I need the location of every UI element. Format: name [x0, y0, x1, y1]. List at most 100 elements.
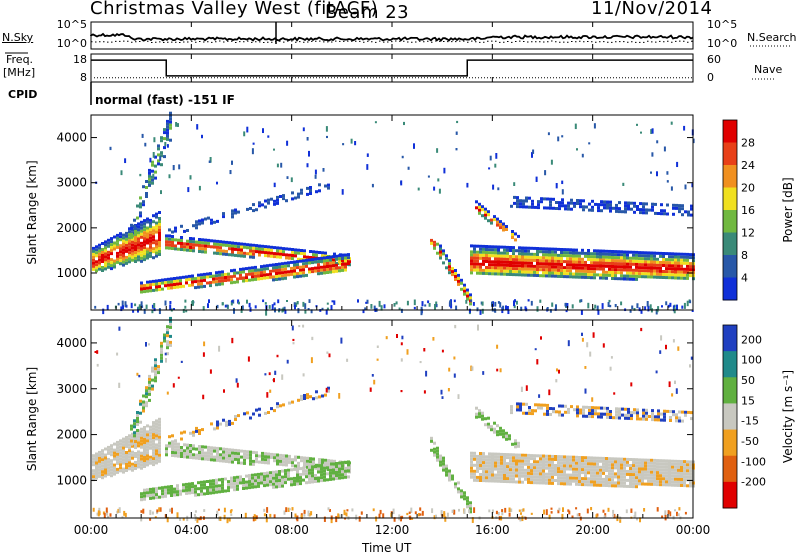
power-band-evening [602, 261, 605, 265]
power-band-dawn [116, 260, 119, 264]
power-band-evening [671, 261, 674, 265]
velocity-band-upper [258, 454, 261, 458]
velocity-band-dawn [152, 451, 155, 455]
velocity-band-upper [192, 456, 195, 460]
velocity-band-evening [560, 476, 563, 480]
power-band-lower [326, 256, 329, 259]
power-near-range [513, 305, 516, 309]
power-band-dawn [98, 264, 101, 268]
velocity-band-far [651, 418, 654, 422]
velocity-band-mid [309, 395, 312, 399]
power-band-lower [170, 277, 173, 281]
power-band-far [690, 213, 693, 217]
power-scatter [663, 146, 666, 152]
power-near-range [140, 301, 143, 307]
power-band-evening [575, 263, 578, 267]
power-band-lower [206, 275, 209, 279]
velocity-band-evening [656, 462, 659, 466]
velocity-band-evening [602, 468, 605, 472]
velocity-band-evening [545, 466, 548, 470]
velocity-band-evening [569, 467, 572, 471]
velocity-band-lower [293, 467, 296, 471]
power-near-range [182, 308, 185, 313]
velocity-scatter [385, 336, 388, 340]
velocity-band-evening [521, 453, 524, 457]
velocity-band-dawn [134, 440, 137, 443]
velocity-band-far [615, 413, 618, 417]
velocity-band-far [546, 409, 549, 413]
power-band-dawn [128, 233, 131, 237]
velocity-band-lower [278, 485, 281, 488]
power-band-far [537, 200, 540, 204]
power-band-evening [569, 257, 572, 261]
velocity-band-lower [245, 474, 248, 478]
velocity-band-upper [213, 458, 216, 462]
power-band-noon [448, 265, 451, 269]
power-band-lower [254, 271, 257, 275]
velocity-near-range [674, 509, 676, 512]
power-near-range [470, 299, 473, 302]
power-band-evening [497, 254, 500, 258]
velocity-band-evening [542, 481, 545, 485]
velocity-band-evening [680, 466, 683, 469]
power-band-evening [566, 254, 569, 258]
velocity-band-far [660, 412, 663, 416]
velocity-band-rise [154, 358, 157, 362]
power-band-evening [509, 249, 512, 252]
power-scatter [443, 167, 446, 174]
power-band-evening [509, 267, 512, 270]
velocity-band-far [657, 409, 660, 413]
power-band-upper [210, 245, 213, 249]
velocity-colorbar-tick: 50 [741, 374, 755, 387]
velocity-band-evening [569, 461, 572, 465]
power-band-evening [488, 254, 491, 258]
power-band-lower [302, 262, 305, 266]
velocity-band-far [666, 409, 669, 413]
velocity-band-lower [161, 489, 164, 493]
power-band-evening [494, 269, 497, 273]
power-scatter [557, 136, 560, 142]
power-band-lower [251, 278, 254, 282]
velocity-band-rise [154, 361, 157, 365]
velocity-band-upper [222, 447, 225, 451]
velocity-band-far [510, 411, 513, 415]
power-band-evening [533, 267, 536, 271]
velocity-band-evening [614, 481, 617, 485]
power-band-far [675, 203, 678, 207]
velocity-band-upper [204, 445, 207, 449]
power-band-far [642, 202, 645, 206]
velocity-band-far [576, 414, 579, 418]
power-band-mid [273, 199, 276, 203]
velocity-band-rise [148, 383, 151, 387]
velocity-band-lower [311, 480, 314, 484]
velocity-band-evening [578, 471, 581, 474]
freq-label: Freq. [6, 53, 34, 66]
velocity-scatter [302, 324, 305, 328]
velocity-band-evening [581, 480, 584, 484]
velocity-band-rise [139, 402, 142, 406]
power-band-upper [219, 249, 222, 253]
power-band-noon [460, 287, 463, 291]
velocity-band-dawn [98, 462, 101, 466]
velocity-band-evening [494, 479, 497, 483]
velocity-band-dawn [119, 445, 122, 449]
power-band-upper [213, 239, 216, 243]
power-band-rise [145, 180, 148, 183]
power-band-far [681, 207, 684, 211]
velocity-band-evening [596, 474, 599, 478]
power-band-rise [142, 203, 145, 207]
power-band-evening [611, 262, 614, 265]
velocity-band-dawn [95, 476, 98, 480]
power-band-upper [165, 240, 168, 244]
velocity-band-far [657, 412, 660, 416]
power-band-noon [439, 244, 442, 248]
power-band-evening [635, 253, 638, 257]
power-near-range [357, 299, 359, 303]
power-band-evening [494, 257, 497, 261]
velocity-band-evening [584, 465, 587, 469]
velocity-band-lower [200, 483, 203, 487]
velocity-band-upper [222, 453, 225, 457]
velocity-band-evening [653, 464, 656, 468]
velocity-band-lower [239, 481, 242, 485]
velocity-band-dawn [92, 463, 95, 467]
